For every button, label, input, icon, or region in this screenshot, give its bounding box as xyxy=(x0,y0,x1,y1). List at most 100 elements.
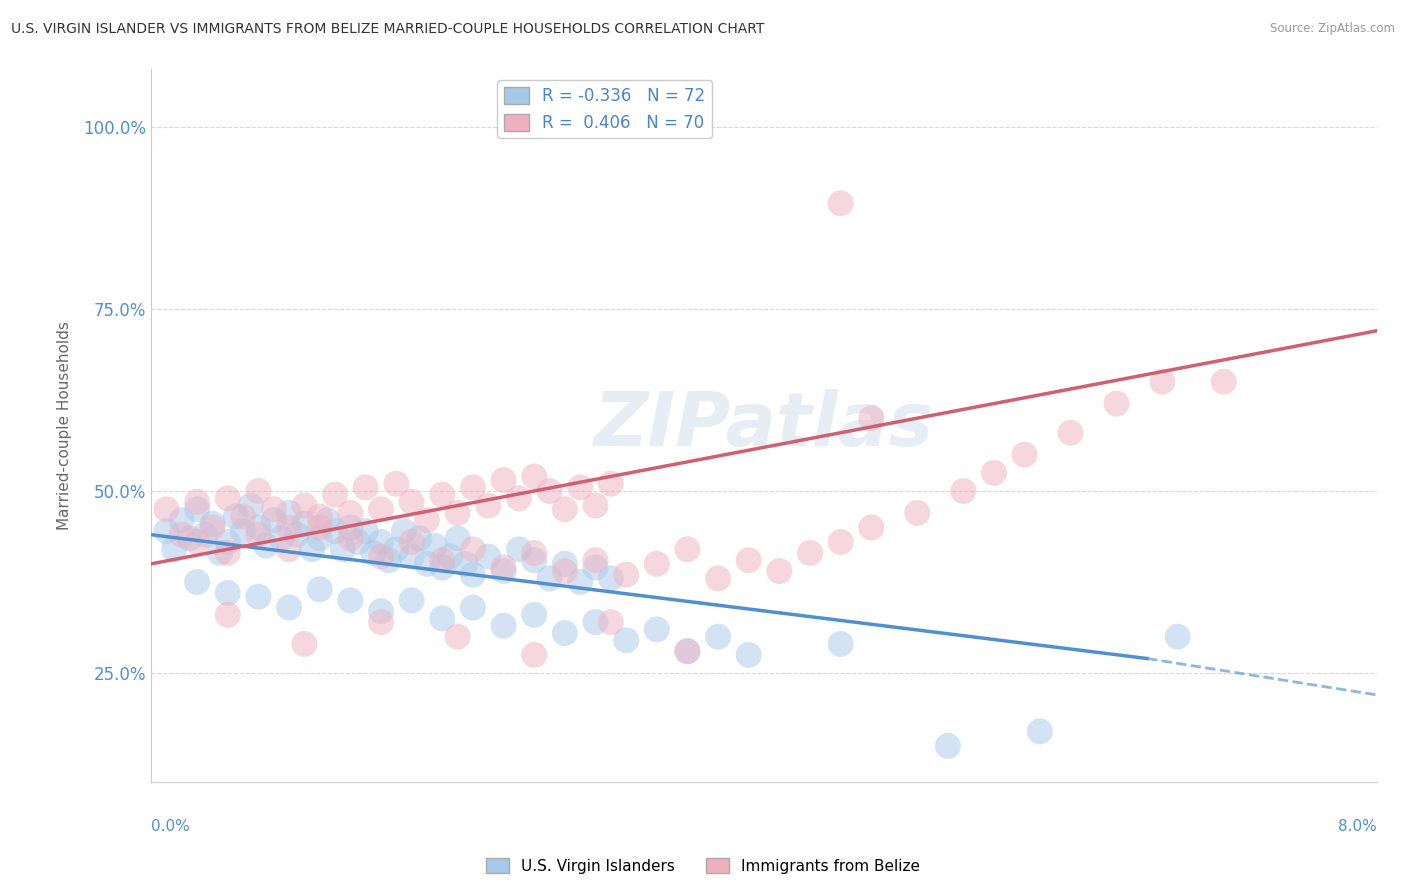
Point xyxy=(860,411,883,425)
Point xyxy=(201,520,224,534)
Point xyxy=(492,473,515,487)
Point xyxy=(432,553,454,567)
Point xyxy=(278,600,301,615)
Point xyxy=(292,637,315,651)
Point xyxy=(308,509,330,524)
Point xyxy=(339,506,361,520)
Point xyxy=(599,476,621,491)
Text: 8.0%: 8.0% xyxy=(1339,819,1376,834)
Point xyxy=(477,499,499,513)
Point xyxy=(439,549,461,564)
Y-axis label: Married-couple Households: Married-couple Households xyxy=(58,321,72,530)
Point xyxy=(585,615,607,629)
Point xyxy=(707,571,730,585)
Point xyxy=(232,524,254,538)
Point xyxy=(370,615,392,629)
Point xyxy=(270,532,292,546)
Point xyxy=(1029,724,1052,739)
Point xyxy=(554,626,576,640)
Point xyxy=(1167,630,1189,644)
Point xyxy=(408,532,430,546)
Point xyxy=(285,527,308,541)
Point xyxy=(292,516,315,531)
Point xyxy=(416,557,439,571)
Point xyxy=(599,615,621,629)
Point xyxy=(432,560,454,574)
Point xyxy=(332,542,354,557)
Point xyxy=(569,480,592,494)
Point xyxy=(936,739,959,753)
Point xyxy=(179,532,201,546)
Point xyxy=(217,535,239,549)
Point xyxy=(738,648,761,662)
Point xyxy=(170,527,193,541)
Point xyxy=(1212,375,1234,389)
Point xyxy=(292,499,315,513)
Point xyxy=(676,644,699,658)
Point xyxy=(370,549,392,564)
Point xyxy=(194,527,217,541)
Text: U.S. VIRGIN ISLANDER VS IMMIGRANTS FROM BELIZE MARRIED-COUPLE HOUSEHOLDS CORRELA: U.S. VIRGIN ISLANDER VS IMMIGRANTS FROM … xyxy=(11,22,765,37)
Point xyxy=(370,535,392,549)
Point xyxy=(186,575,208,590)
Point xyxy=(1014,448,1036,462)
Point xyxy=(416,513,439,527)
Point xyxy=(1059,425,1081,440)
Point xyxy=(983,466,1005,480)
Legend: U.S. Virgin Islanders, Immigrants from Belize: U.S. Virgin Islanders, Immigrants from B… xyxy=(479,852,927,880)
Point xyxy=(554,564,576,578)
Point xyxy=(232,509,254,524)
Point xyxy=(952,483,974,498)
Point xyxy=(263,502,285,516)
Point xyxy=(308,520,330,534)
Text: ZIPatlas: ZIPatlas xyxy=(595,389,934,462)
Point xyxy=(363,546,385,560)
Point xyxy=(224,509,246,524)
Point xyxy=(186,495,208,509)
Point xyxy=(454,557,477,571)
Point xyxy=(523,469,546,483)
Point xyxy=(508,491,530,506)
Point xyxy=(385,476,408,491)
Point xyxy=(163,542,186,557)
Point xyxy=(385,542,408,557)
Point xyxy=(308,532,330,546)
Point xyxy=(645,623,668,637)
Legend: R = -0.336   N = 72, R =  0.406   N = 70: R = -0.336 N = 72, R = 0.406 N = 70 xyxy=(498,80,711,138)
Point xyxy=(247,590,270,604)
Point xyxy=(523,648,546,662)
Text: Source: ZipAtlas.com: Source: ZipAtlas.com xyxy=(1270,22,1395,36)
Point xyxy=(263,513,285,527)
Point xyxy=(401,495,423,509)
Point xyxy=(432,611,454,625)
Point xyxy=(432,488,454,502)
Point xyxy=(247,483,270,498)
Point xyxy=(1152,375,1174,389)
Point xyxy=(523,553,546,567)
Point xyxy=(446,532,468,546)
Point xyxy=(461,542,484,557)
Point xyxy=(278,506,301,520)
Point xyxy=(323,488,346,502)
Point xyxy=(347,535,370,549)
Point xyxy=(538,571,561,585)
Point xyxy=(492,564,515,578)
Point xyxy=(186,502,208,516)
Point xyxy=(209,546,232,560)
Point xyxy=(585,560,607,574)
Point xyxy=(278,542,301,557)
Point xyxy=(905,506,928,520)
Point xyxy=(523,607,546,622)
Point xyxy=(569,575,592,590)
Point xyxy=(217,546,239,560)
Point xyxy=(599,571,621,585)
Point xyxy=(401,535,423,549)
Point xyxy=(239,499,262,513)
Point xyxy=(554,557,576,571)
Point xyxy=(461,600,484,615)
Point xyxy=(614,633,637,648)
Point xyxy=(155,524,177,538)
Point xyxy=(308,582,330,597)
Point xyxy=(585,553,607,567)
Point xyxy=(676,644,699,658)
